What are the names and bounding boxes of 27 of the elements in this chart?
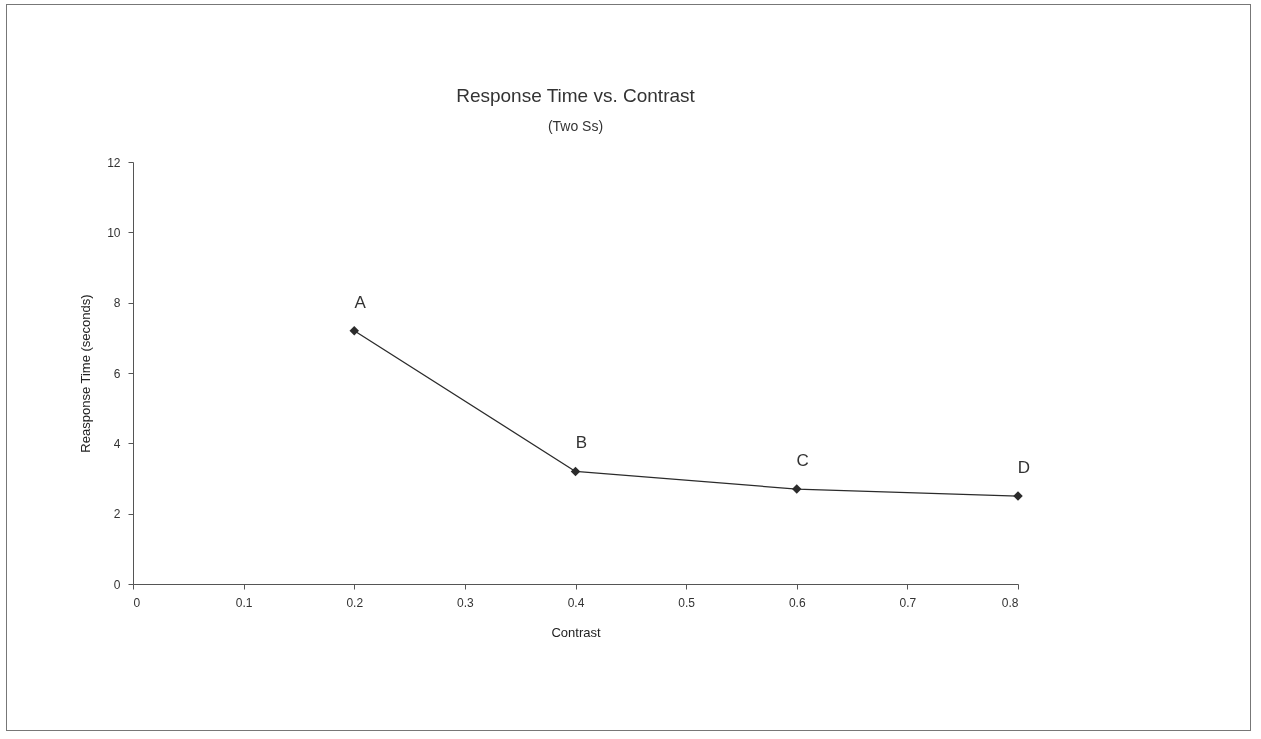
y-tick-label: 10	[107, 225, 121, 240]
point	[349, 326, 359, 336]
annotation: A	[354, 292, 367, 312]
x-axis-title: Contrast	[551, 624, 601, 640]
x-tick-label: 0.4	[567, 595, 585, 610]
y-tick-label: 2	[113, 507, 121, 522]
annotation: D	[1017, 458, 1031, 478]
y-tick-label: 12	[107, 155, 121, 170]
x-tick-label: 0.2	[346, 595, 364, 610]
point	[570, 466, 581, 477]
annotation: C	[796, 451, 809, 471]
y-axis-title: Reasponse Time (seconds)	[78, 294, 94, 453]
x-tick-label: 0	[133, 595, 141, 610]
chart-title: Response Time vs. Contrast	[456, 85, 696, 106]
x-tick-label: 0.5	[678, 595, 696, 610]
x-tick-label: 0.6	[788, 595, 806, 610]
chart-subtitle: (Two Ss)	[547, 118, 604, 134]
x-tick-label: 0.7	[899, 595, 917, 610]
annotation: B	[575, 433, 588, 453]
x-tick-label: 0.8	[1001, 595, 1019, 610]
y-tick-label: 4	[113, 436, 121, 451]
x-tick-label: 0.1	[235, 595, 253, 610]
x-tick-label: 0.3	[457, 595, 475, 610]
y-tick-label: 6	[113, 366, 121, 381]
y-tick-label: 8	[113, 296, 121, 311]
point	[792, 484, 802, 494]
y-tick-label: 0	[113, 577, 121, 592]
